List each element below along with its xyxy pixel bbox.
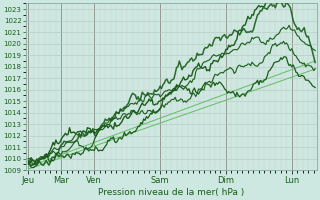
- X-axis label: Pression niveau de la mer( hPa ): Pression niveau de la mer( hPa ): [98, 188, 244, 197]
